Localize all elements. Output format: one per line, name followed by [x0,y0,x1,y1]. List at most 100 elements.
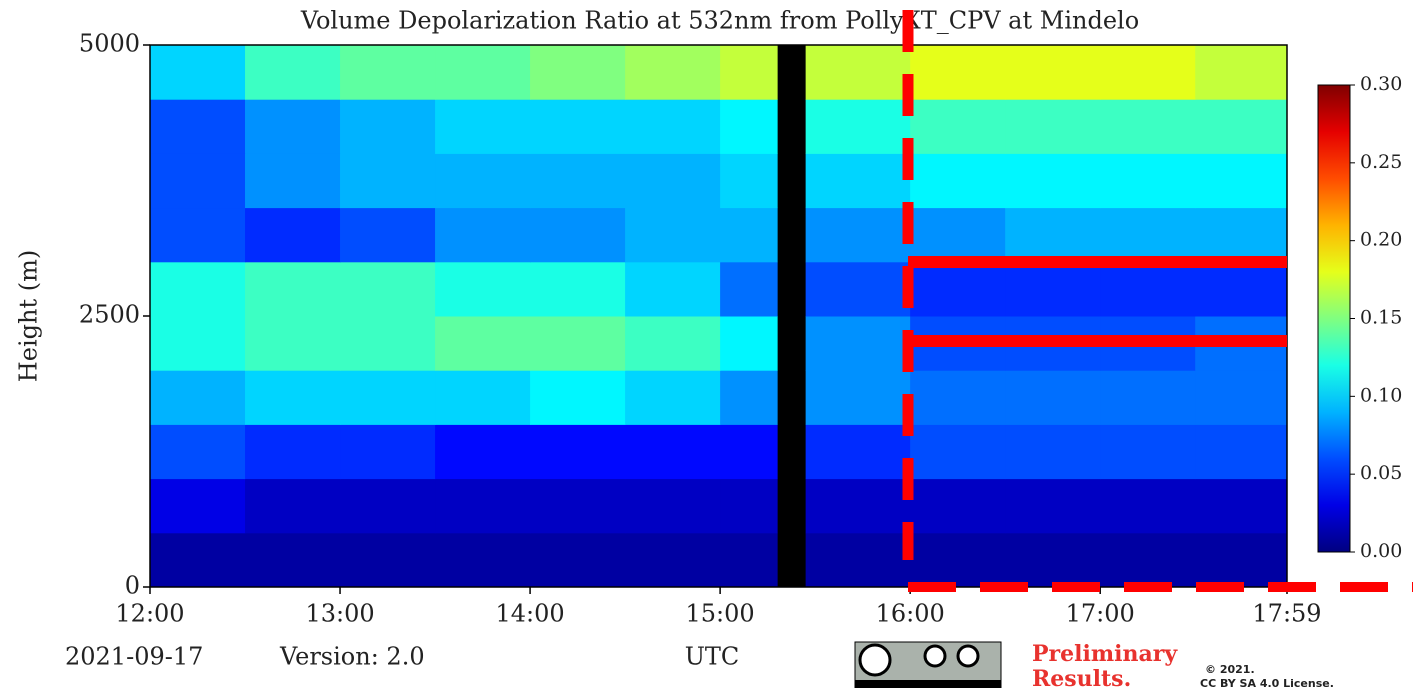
cell [625,424,721,480]
cell [150,207,246,263]
cell [530,370,626,425]
cell [805,370,911,425]
x-tick-label: 14:00 [495,600,564,628]
cell [910,153,1006,209]
cell [910,424,1006,480]
cell [435,370,531,425]
cell [340,370,436,425]
cell [720,316,778,371]
cell [245,45,341,100]
cell [720,45,778,100]
cell [530,153,626,209]
cell [720,478,778,534]
cell [1005,478,1101,534]
cell [625,207,721,263]
x-tick-label: 15:00 [686,600,755,628]
cell [340,45,436,100]
cell [340,261,436,317]
cell [625,478,721,534]
cell [150,370,246,425]
cell [530,261,626,317]
x-axis-label: UTC [685,643,740,671]
cell [245,424,341,480]
cell [720,99,778,154]
license: © 2021. [1205,663,1255,676]
cell [530,207,626,263]
cell [435,99,531,154]
cell [625,45,721,100]
colorbar [1317,84,1351,553]
cell [1100,207,1196,263]
cell [1100,99,1196,154]
y-tick-label: 2500 [79,301,140,329]
chart-title: Volume Depolarization Ratio at 532nm fro… [300,7,1139,35]
cell [910,207,1006,263]
x-tick-label: 16:00 [876,600,945,628]
x-tick-label: 13:00 [305,600,374,628]
cell [340,316,436,371]
cell [340,99,436,154]
cell [435,424,531,480]
cell [435,153,531,209]
cell [245,207,341,263]
cell [150,45,246,100]
x-tick-label: 17:59 [1252,600,1321,628]
cell [150,478,246,534]
cell [1005,207,1101,263]
cell [1005,45,1101,100]
heatmap [150,45,1288,588]
cell [1005,424,1101,480]
cell [1195,45,1288,100]
colorbar-tick-label: 0.15 [1360,307,1402,329]
cell [530,316,626,371]
cell [150,261,246,317]
cell [625,99,721,154]
cell [245,261,341,317]
cell [150,532,246,588]
cell [245,316,341,371]
notice: Results. [1032,666,1131,688]
cell [435,207,531,263]
x-tick-label: 12:00 [115,600,184,628]
cell [910,532,1006,588]
cell [1195,478,1288,534]
cell [720,261,778,317]
colorbar-tick-label: 0.10 [1360,384,1402,406]
cell [340,207,436,263]
cell [1100,153,1196,209]
cell [150,316,246,371]
cell [1100,45,1196,100]
cell [1005,261,1101,317]
colorbar-tick-label: 0.05 [1360,462,1402,484]
cell [530,99,626,154]
colorbar-tick-label: 0.00 [1360,540,1402,562]
cell [1195,207,1288,263]
cell [435,478,531,534]
version: Version: 2.0 [279,643,425,671]
cell [1005,153,1101,209]
cell [340,478,436,534]
y-tick-label: 5000 [79,30,140,58]
cell [720,370,778,425]
cell [910,45,1006,100]
cell [245,532,341,588]
cell [340,532,436,588]
cell [625,261,721,317]
cell [1195,370,1288,425]
cell [340,424,436,480]
cell [1100,261,1196,317]
cell [150,99,246,154]
cell [340,153,436,209]
cell [245,99,341,154]
cell [435,316,531,371]
cell [805,99,911,154]
cell [910,261,1006,317]
cell [530,45,626,100]
cell [245,370,341,425]
cell [1100,370,1196,425]
cell [150,153,246,209]
cell [720,153,778,209]
cc-logo [854,641,1002,688]
cell [1005,532,1101,588]
